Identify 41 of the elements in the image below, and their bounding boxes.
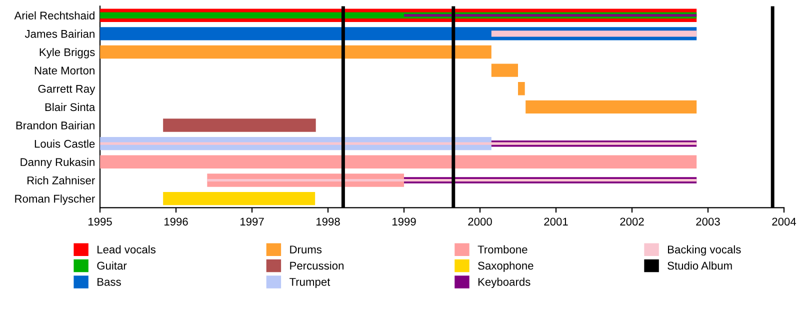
legend-label: Lead vocals: [98, 245, 156, 254]
legend-label: Backing vocals: [668, 245, 741, 256]
y-tick-label: Blair Sinta: [45, 102, 96, 112]
bar: [100, 45, 492, 59]
x-tick-label: 1999: [392, 218, 416, 226]
legend-label: Saxophone: [478, 261, 534, 272]
bar: [518, 82, 525, 96]
legend-label: Trumpet: [290, 278, 330, 288]
legend-label: Studio Album: [668, 261, 732, 270]
x-tick-label: 1996: [164, 218, 188, 226]
legend-label: Bass: [98, 278, 121, 286]
y-tick-label: Ariel Rechtshaid: [14, 11, 94, 20]
bar: [100, 155, 697, 168]
x-tick-label: 2002: [620, 218, 644, 226]
bar: [163, 192, 316, 206]
y-tick-label: Danny Rukasin: [20, 158, 94, 168]
legend-label: Keyboards: [478, 278, 530, 288]
bar: [207, 178, 697, 182]
y-tick-label: Nate Morton: [34, 66, 94, 74]
x-tick-label: 2001: [544, 218, 568, 226]
y-tick-label: Roman Flyscher: [15, 194, 95, 205]
x-tick-label: 2000: [468, 218, 492, 226]
y-tick-label: Garrett Ray: [38, 84, 96, 95]
legend-label: Drums: [290, 246, 322, 254]
y-tick-label: Rich Zahniser: [28, 176, 95, 184]
bar: [526, 100, 697, 114]
x-tick-label: 1998: [316, 218, 340, 226]
y-tick-label: Kyle Briggs: [40, 48, 95, 58]
x-tick-label: 2003: [696, 218, 720, 226]
bar: [100, 142, 697, 145]
x-tick-label: 1997: [240, 218, 264, 226]
x-tick-label: 1995: [88, 218, 112, 226]
x-tick-label: 2004: [772, 218, 796, 226]
y-tick-label: Brandon Bairian: [16, 121, 94, 130]
bar: [491, 64, 518, 77]
y-tick-label: Louis Castle: [34, 140, 95, 148]
legend-label: Guitar: [97, 261, 127, 270]
legend-label: Trombone: [478, 245, 528, 254]
y-tick-label: James Bairian: [24, 30, 94, 38]
legend-label: Percussion: [290, 261, 344, 270]
bar: [163, 118, 316, 132]
